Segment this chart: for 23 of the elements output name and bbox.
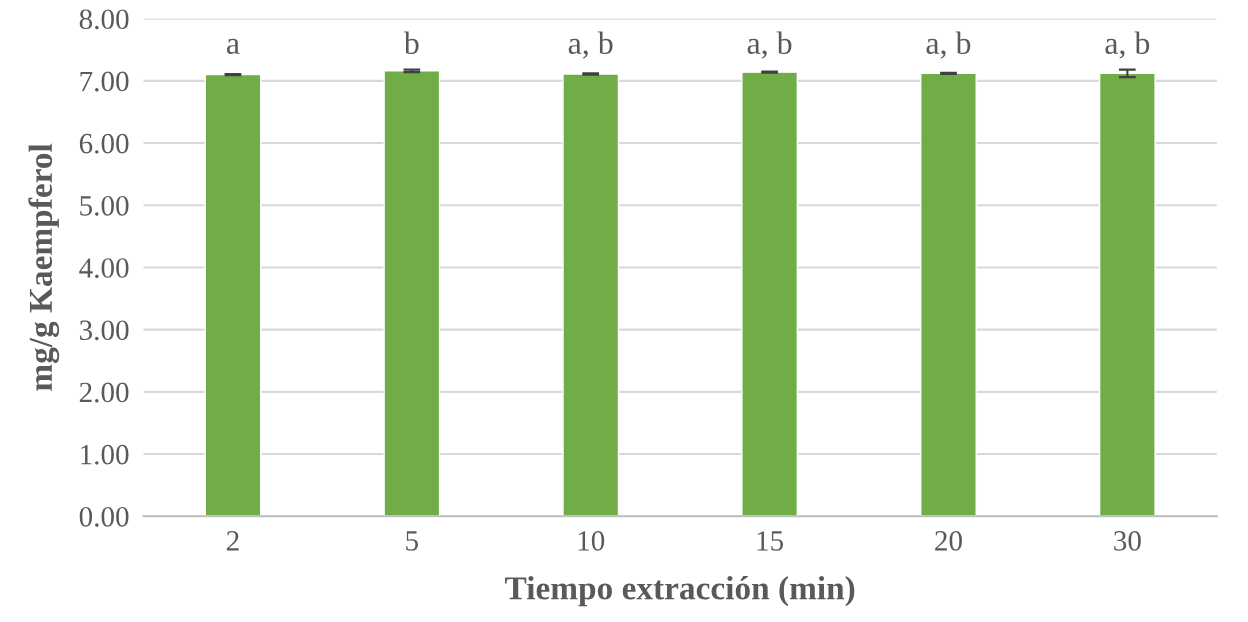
y-tick-label: 7.00	[80, 71, 129, 92]
y-axis-title: mg/g Kaempferol	[28, 143, 60, 391]
x-tick-label: 10	[578, 530, 605, 551]
y-tick-label: 1.00	[81, 444, 129, 465]
annotation: a, b	[926, 31, 971, 59]
y-tick-label: 2.00	[79, 382, 129, 403]
y-tick-label: 5.00	[80, 195, 129, 216]
annotation: a	[226, 38, 240, 55]
y-tick-label: 0.00	[79, 506, 129, 527]
y-tick-label: 6.00	[79, 133, 129, 154]
annotation: a, b	[568, 31, 613, 59]
x-tick-label: 5	[406, 531, 418, 551]
y-tick-label: 8.00	[79, 9, 129, 30]
y-tick-label: 3.00	[79, 320, 129, 341]
annotation: a, b	[1105, 31, 1150, 59]
annotation: a, b	[747, 31, 792, 59]
x-tick-label: 15	[757, 531, 784, 551]
x-tick-label: 2	[226, 531, 239, 551]
annotation: b	[403, 31, 419, 55]
x-axis-title: Tiempo extracción (min)	[505, 576, 855, 607]
x-tick-label: 20	[935, 530, 962, 551]
y-tick-label: 4.00	[79, 258, 129, 278]
x-tick-label: 30	[1114, 530, 1141, 551]
